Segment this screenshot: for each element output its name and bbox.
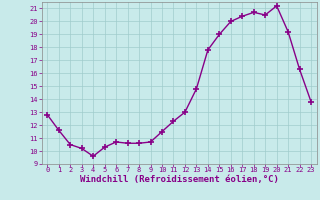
X-axis label: Windchill (Refroidissement éolien,°C): Windchill (Refroidissement éolien,°C): [80, 175, 279, 184]
